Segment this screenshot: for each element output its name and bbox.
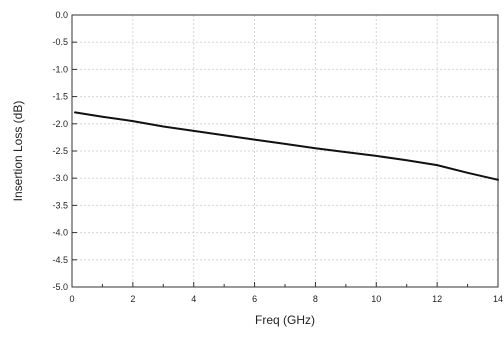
y-tick-label: -2.0 bbox=[52, 119, 68, 129]
y-tick-label: -3.5 bbox=[52, 200, 68, 210]
x-tick-label: 8 bbox=[313, 294, 318, 304]
series-line bbox=[74, 111, 499, 181]
axis-ticks bbox=[71, 14, 499, 288]
y-tick-label: -1.5 bbox=[52, 92, 68, 102]
y-tick-label: -5.0 bbox=[52, 282, 68, 292]
series-layer bbox=[74, 111, 499, 181]
y-tick-label: -4.5 bbox=[52, 255, 68, 265]
y-tick-label: -4.0 bbox=[52, 228, 68, 238]
tick-labels: 0 2 4 6 8 10 12 14 0.0 -0.5 -1.0 -1.5 -2.0 -2.5 -3.0 -3… bbox=[52, 10, 503, 304]
y-tick-label: 0.0 bbox=[55, 10, 68, 20]
y-tick-label: -3.0 bbox=[52, 173, 68, 183]
y-tick-label: -1.0 bbox=[52, 64, 68, 74]
y-tick-label: -0.5 bbox=[52, 37, 68, 47]
y-axis-title: Insertion Loss (dB) bbox=[11, 101, 25, 202]
y-tick-label: -2.5 bbox=[52, 146, 68, 156]
x-tick-label: 0 bbox=[69, 294, 74, 304]
x-tick-label: 4 bbox=[191, 294, 196, 304]
x-tick-label: 14 bbox=[493, 294, 503, 304]
x-tick-label: 2 bbox=[130, 294, 135, 304]
x-tick-label: 12 bbox=[432, 294, 442, 304]
x-tick-label: 6 bbox=[252, 294, 257, 304]
grid bbox=[72, 15, 498, 287]
x-axis-title: Freq (GHz) bbox=[255, 313, 315, 327]
x-tick-label: 10 bbox=[371, 294, 381, 304]
